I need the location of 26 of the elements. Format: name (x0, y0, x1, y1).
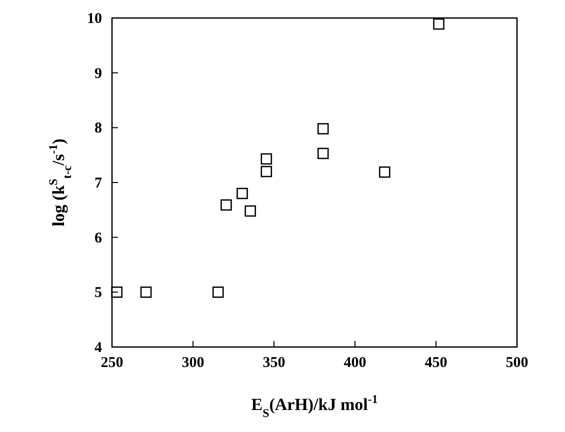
point (378, 166, 390, 178)
point (433, 18, 444, 30)
y-tick-label: 8 (94, 120, 102, 137)
x-tick-label: 500 (506, 355, 528, 371)
x-tick-label: 450 (424, 355, 448, 371)
point (317, 123, 329, 134)
point (260, 166, 272, 178)
point (317, 148, 329, 160)
y-tick-label: 4 (94, 340, 102, 356)
point (111, 286, 123, 298)
x-axis-title: E$_{S}$(ArH)/kJ mol$^{-1}$ (251, 392, 378, 420)
point (220, 199, 232, 211)
y-tick-label: 5 (94, 285, 102, 302)
x-tick-label: 300 (182, 355, 204, 371)
point (244, 205, 256, 217)
y-tick-label: 7 (94, 176, 102, 192)
y-tick-label: 6 (94, 230, 102, 246)
y-tick-label: 10 (87, 11, 102, 27)
y-tick-label: 9 (94, 66, 102, 82)
x-tick-label: 400 (344, 355, 366, 371)
x-tick-label: 350 (262, 355, 286, 371)
point (140, 286, 152, 298)
x-tick-label: 250 (100, 355, 124, 371)
point (236, 188, 248, 200)
point (212, 286, 224, 298)
point (260, 153, 272, 165)
